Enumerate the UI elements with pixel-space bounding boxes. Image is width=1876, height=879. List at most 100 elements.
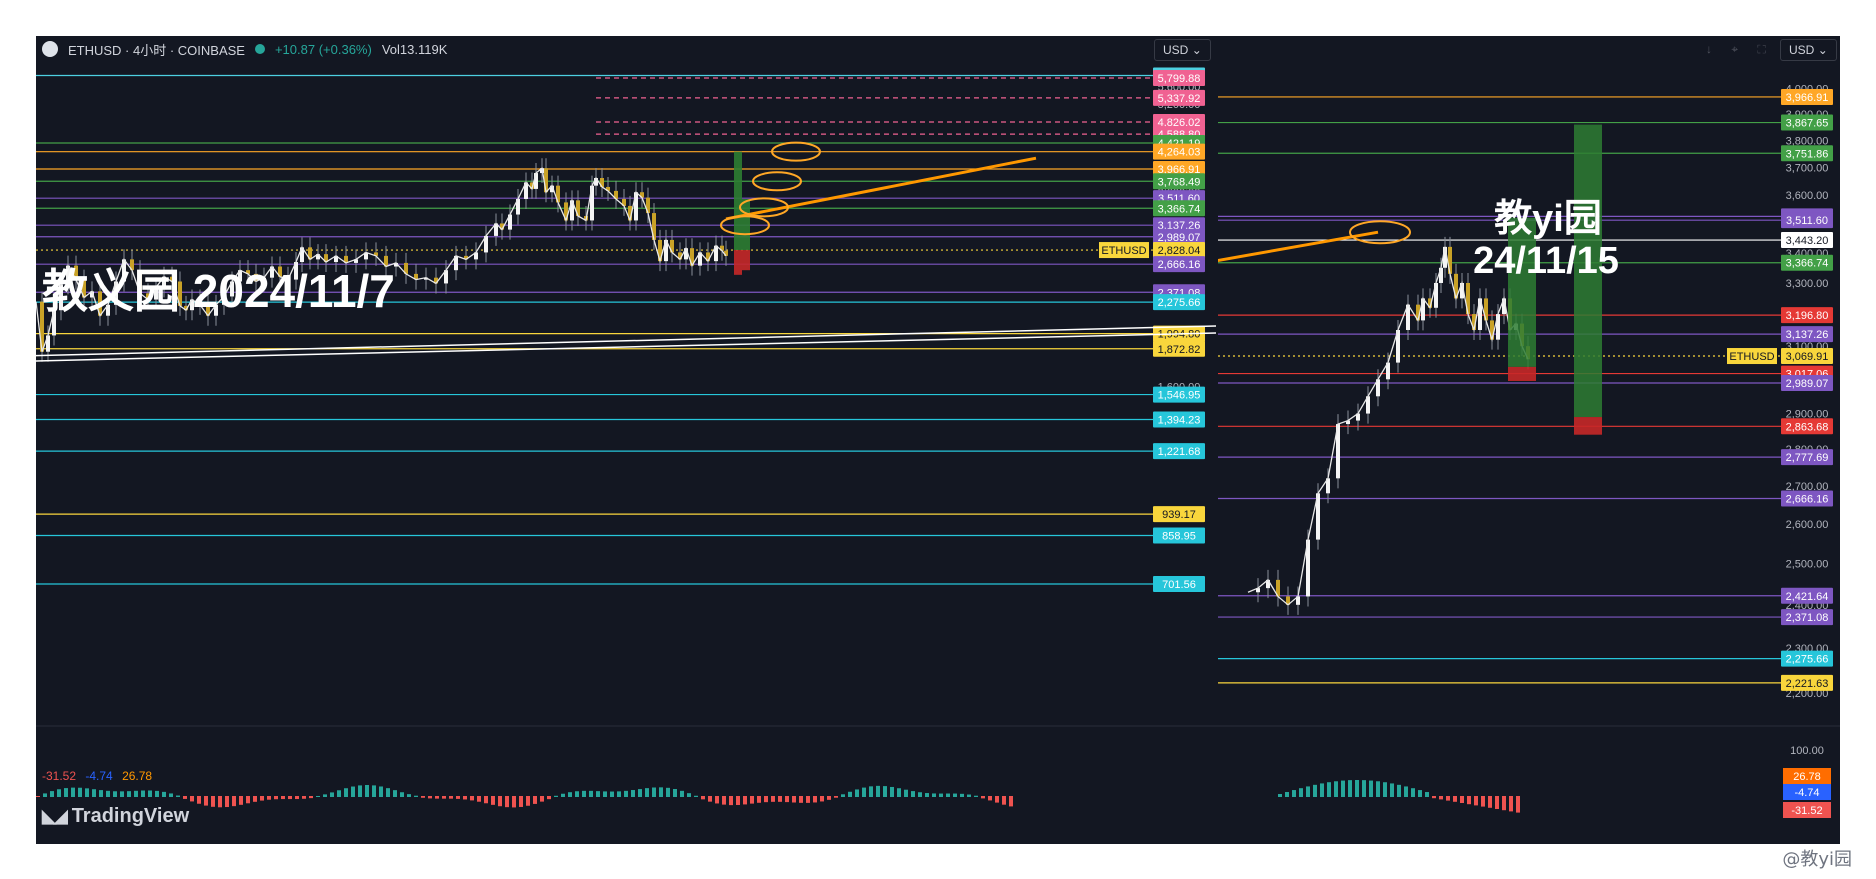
macd-histogram-bar	[449, 796, 453, 799]
macd-histogram-bar	[1502, 796, 1506, 811]
candle-body	[334, 255, 338, 263]
price-label-bg	[1781, 212, 1833, 229]
macd-histogram-bar	[204, 796, 208, 806]
macd-histogram-bar	[554, 795, 558, 797]
macd-value-bg	[1783, 784, 1831, 800]
macd-histogram-bar	[960, 793, 964, 797]
left-chart-panel[interactable]: ETHUSD · 4小时 · COINBASE +10.87 (+0.36%) …	[36, 36, 1218, 844]
macd-histogram-bar	[764, 796, 768, 803]
highlight-ellipse	[752, 171, 802, 192]
symbol-tag	[1099, 242, 1149, 259]
candle-body	[344, 255, 348, 263]
macd-histogram-bar	[470, 796, 474, 801]
candle-body	[384, 255, 388, 267]
macd-histogram-bar	[610, 791, 614, 797]
macd-histogram-bar	[1397, 784, 1401, 797]
macd-histogram-bar	[1355, 780, 1359, 797]
price-label-bg	[1153, 386, 1205, 403]
macd-histogram-bar	[99, 790, 103, 797]
macd-histogram-bar	[659, 787, 663, 797]
long-position-stop	[734, 250, 742, 275]
chart-tool-icons[interactable]: ↓ ⌖ ⛶	[1706, 42, 1774, 56]
macd-histogram-bar	[169, 793, 173, 797]
macd-histogram-bar	[715, 796, 719, 804]
macd-histogram-bar	[218, 796, 222, 808]
candle-body	[1421, 298, 1425, 321]
macd-histogram-bar	[1313, 784, 1317, 797]
macd-histogram-bar	[673, 789, 677, 797]
volume-value: Vol13.119K	[381, 41, 448, 57]
macd-histogram-bar	[190, 796, 194, 802]
macd-value-bg	[1783, 802, 1831, 818]
y-tick-label: 3,300.00	[1786, 278, 1829, 290]
price-label: 3,196.80	[1786, 310, 1829, 322]
macd-histogram-bar	[519, 796, 523, 807]
price-label: 858.95	[1162, 531, 1196, 543]
candle-body	[1466, 282, 1470, 315]
right-chart-panel[interactable]: ↓ ⌖ ⛶ USD ⌄ 4,000.003,900.003,800.003,70…	[1218, 36, 1840, 844]
price-label: 3,366.74	[1786, 258, 1829, 270]
macd-histogram-bar	[1278, 794, 1282, 797]
candle-body	[1448, 246, 1452, 274]
currency-select[interactable]: USD ⌄	[1154, 39, 1211, 61]
currency-select-right[interactable]: USD ⌄	[1780, 39, 1837, 61]
macd-histogram-bar	[113, 791, 117, 797]
macd-histogram-bar	[393, 790, 397, 797]
macd-histogram-bar	[36, 796, 40, 797]
candle-body	[1376, 379, 1380, 397]
price-label: 2,221.63	[1786, 678, 1829, 690]
macd-histogram-bar	[799, 796, 803, 803]
macd-histogram-bar	[778, 796, 782, 802]
macd-histogram-bar	[1481, 796, 1485, 807]
author-watermark: @教yi园	[1782, 849, 1852, 870]
macd-histogram-bar	[1009, 796, 1013, 807]
macd-histogram-bar	[1306, 786, 1310, 797]
y-tick-label: 3,600.00	[1786, 190, 1829, 202]
candle-body	[1443, 246, 1447, 268]
macd-histogram-bar	[344, 788, 348, 797]
candle-body	[130, 259, 134, 271]
candle-body	[1502, 298, 1506, 315]
highlight-ellipse	[739, 197, 789, 218]
macd-histogram-bar	[309, 796, 313, 799]
projection-trendline	[1218, 230, 1379, 262]
price-label: 3,751.86	[1786, 148, 1829, 160]
price-line	[1247, 246, 1529, 606]
macd-histogram-bar	[666, 787, 670, 797]
candle-body	[324, 254, 328, 263]
price-label: 3,867.65	[1786, 118, 1829, 130]
macd-histogram-bar	[141, 790, 145, 797]
macd-histogram-bar	[953, 793, 957, 797]
candle-body	[444, 270, 448, 284]
macd-value: -31.52	[42, 769, 77, 783]
price-label: 3,966.91	[1158, 164, 1201, 176]
macd-histogram-bar	[904, 789, 908, 797]
candle-body	[634, 192, 638, 221]
tradingview-logo[interactable]: ◣◢ TradingView	[42, 805, 189, 828]
candle-body	[550, 185, 554, 193]
candle-body	[556, 185, 560, 203]
price-label-bg	[1153, 575, 1205, 592]
price-label: 2,777.69	[1786, 452, 1829, 464]
macd-histogram-bar	[1376, 781, 1380, 797]
symbol-title[interactable]: ETHUSD · 4小时 · COINBASE	[68, 42, 245, 58]
macd-histogram-bar	[1327, 782, 1331, 797]
macd-histogram-bar	[323, 794, 327, 797]
candle-body	[664, 239, 668, 262]
macd-histogram-bar	[281, 796, 285, 800]
right-price-chart[interactable]: 4,000.003,900.003,800.003,700.003,600.00…	[1218, 36, 1840, 844]
left-price-chart[interactable]: 5,600.005,200.003,700.003,600.001,600.00…	[36, 36, 1218, 844]
macd-histogram-bar	[925, 793, 929, 797]
macd-histogram-bar	[211, 796, 215, 807]
candle-body	[170, 276, 174, 282]
highlight-ellipse	[720, 215, 770, 236]
candle-body	[614, 190, 618, 199]
macd-histogram-bar	[1516, 796, 1520, 813]
candle-body	[474, 252, 478, 260]
candle-body	[1316, 493, 1320, 540]
macd-histogram-bar	[71, 787, 75, 797]
macd-histogram-bar	[379, 786, 383, 797]
macd-histogram-bar	[162, 791, 166, 797]
macd-histogram-bar	[1334, 781, 1338, 797]
candle-body	[46, 335, 50, 352]
